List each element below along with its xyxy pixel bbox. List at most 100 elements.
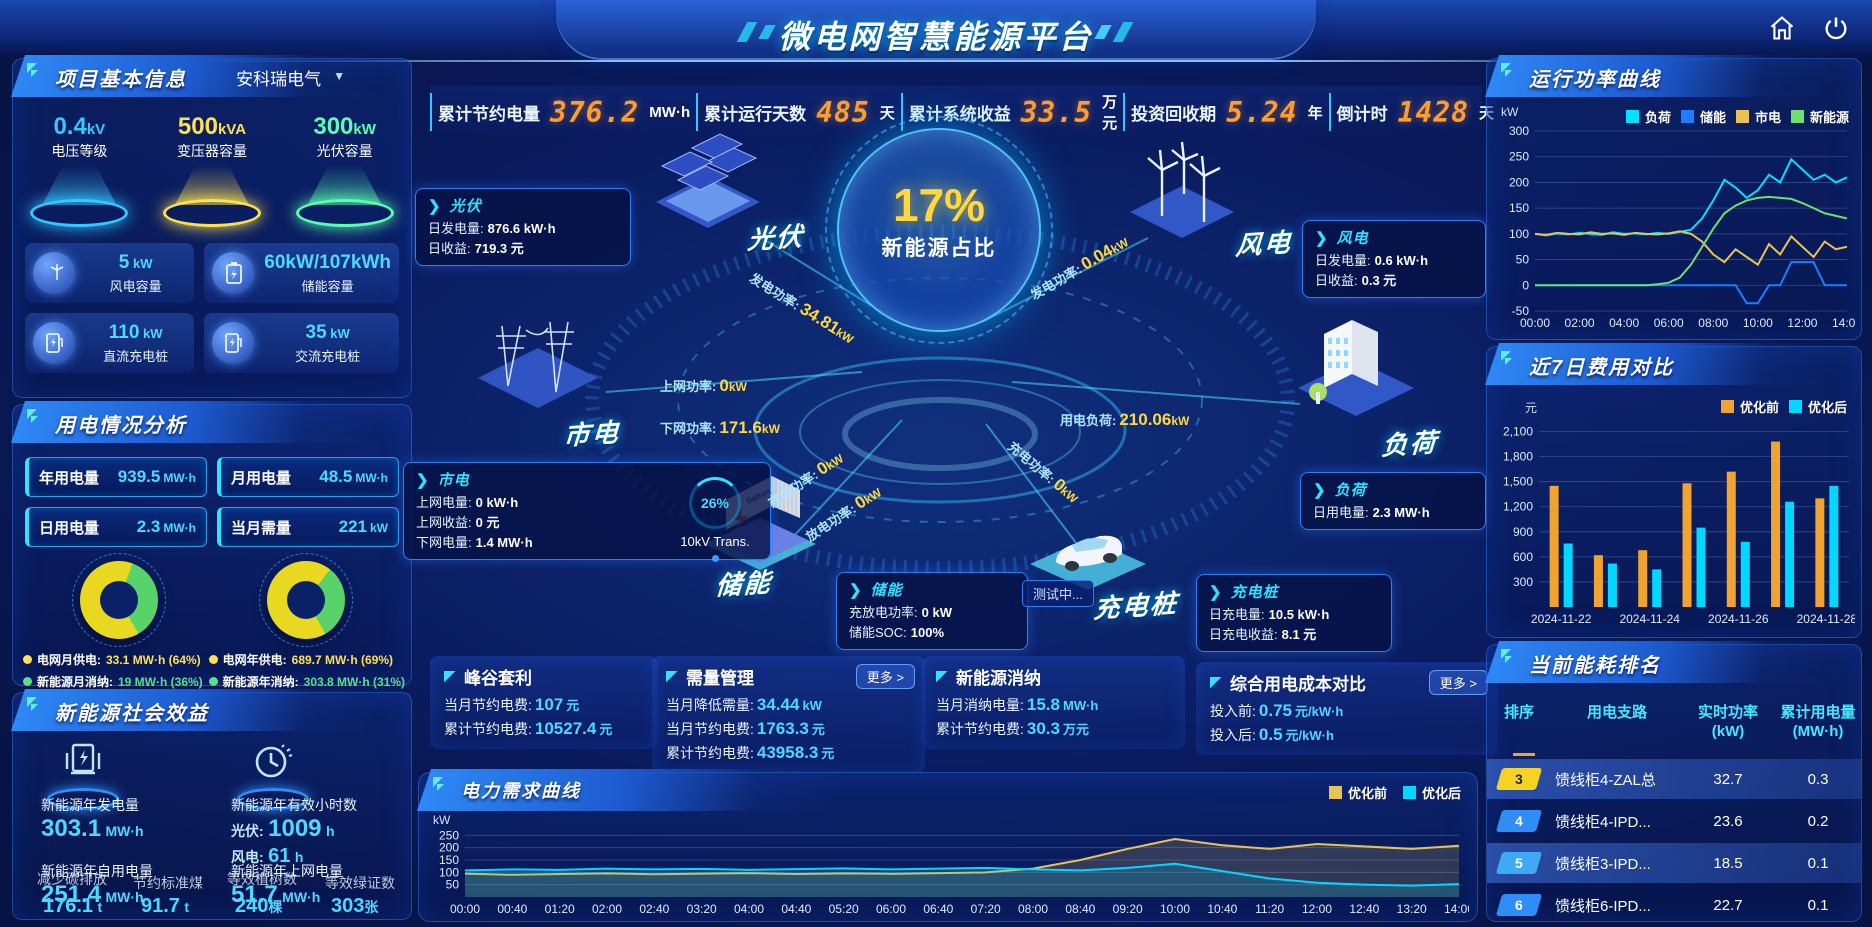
grid-info-box: ❯ 市电 上网电量: 0 kW·h 上网收益: 0 元下网电量: 1.4 MW·h 26% 1… (403, 462, 771, 562)
more-button[interactable]: 更多 > (1428, 670, 1488, 695)
cost-legend: 优化前 优化后 (1720, 397, 1847, 416)
cost-chart: 2,100 1,800 1,500 1,200 900 600 300 2024-11-22 2… (1491, 413, 1857, 629)
capacity-card: 35 kW 交流充电桩 (204, 313, 399, 373)
panel-corner-icon (666, 670, 678, 683)
mini-panel-2: 需量管理 当月降低需量: 34.44 kW 当月节约电费: 1763.3 元累计节约电费: 4… (652, 656, 925, 773)
svg-text:1,500: 1,500 (1503, 475, 1533, 489)
panel-power-header: 运行功率曲线 (1485, 55, 1837, 97)
home-icon[interactable] (1768, 14, 1796, 42)
panel-usage-title: 用电情况分析 (55, 415, 187, 437)
wind-info-box: ❯ 风电 日发电量: 0.6 kW·h 日收益: 0.3 元 (1302, 220, 1486, 298)
svg-text:00:00: 00:00 (450, 902, 480, 916)
testing-tag: 测试中... (1022, 580, 1094, 607)
svg-text:2024-11-28: 2024-11-28 (1797, 612, 1855, 626)
wind-turbine-icon (33, 252, 75, 294)
ranking-header-cell: 用电支路 (1586, 704, 1647, 721)
svg-text:300: 300 (1509, 124, 1529, 138)
svg-text:08:00: 08:00 (1018, 902, 1048, 916)
panel-cost-header: 近7日费用对比 (1485, 343, 1837, 385)
legend-item: 优化前 (1720, 397, 1779, 416)
company-select[interactable]: 安科瑞电气 (236, 70, 322, 89)
demand-unit: kW (433, 813, 451, 827)
header-divider (120, 60, 1752, 62)
svg-text:300: 300 (1513, 575, 1533, 589)
table-row[interactable]: 6 馈线柜6-IPD... 22.7 0.1 (1487, 885, 1861, 919)
legend-item: 优化前 (1328, 783, 1387, 802)
panel-demand-curve: 电力需求曲线 优化前 优化后 kW 250 200 150 100 50 00:00 00:4… (418, 772, 1478, 922)
usage-stat-box: 当月需量 221 kW (217, 507, 399, 547)
ranking-header-cell: 实时功率 (kW) (1697, 704, 1758, 740)
node-glyph (1030, 535, 1146, 590)
panel-project-info: 项目基本信息 安科瑞电气 ▼ 0.4kV 电压等级 500kVA 变压器容量 3… (12, 58, 412, 398)
svg-text:02:40: 02:40 (639, 902, 669, 916)
panel-energy-ranking: 当前能耗排名 排序 用电支路 实时功率 (kW) 累计用电量 (MW·h) 3 馈线柜4-… (1486, 644, 1862, 922)
pv-info-box: ❯ 光伏 日发电量: 876.6 kW·h 日收益: 719.3 元 (415, 188, 631, 266)
legend-item: 新能源月消纳: 19 MW·h (36%) (23, 673, 209, 690)
load-info-box: ❯ 负荷 日用电量: 2.3 MW·h (1300, 472, 1486, 530)
svg-text:900: 900 (1513, 525, 1533, 539)
social-stat: 新能源年自用电量 (41, 863, 153, 879)
power-unit: kW (1501, 105, 1519, 119)
svg-text:600: 600 (1513, 550, 1533, 564)
chevron-down-icon[interactable]: ▼ (333, 69, 346, 83)
svg-text:2024-11-22: 2024-11-22 (1531, 612, 1592, 626)
legend-item: 优化后 (1402, 783, 1461, 802)
transformer-load-pct: 26% (689, 477, 741, 529)
social-stat: 240棵 (235, 895, 283, 917)
legend-item: 优化后 (1788, 397, 1847, 416)
demand-chart: 250 200 150 100 50 00:00 00:40 01:20 02:00 02:40 0… (425, 817, 1474, 917)
table-row[interactable]: 5 馈线柜3-IPD... 18.5 0.1 (1487, 843, 1861, 883)
panel-social-title: 新能源社会效益 (55, 703, 209, 725)
social-hours-wind: 风电: 61 h (231, 845, 304, 867)
node-label: 充电桩 (1092, 588, 1180, 624)
kpi-value: 376.2 (550, 95, 640, 129)
svg-text:13:20: 13:20 (1397, 902, 1427, 916)
kpi-value: 1428 (1397, 95, 1470, 129)
svg-text:200: 200 (439, 841, 459, 855)
solar-power-icon (65, 743, 101, 775)
mini-panel-4: 综合用电成本对比 投入前: 0.75 元/kW·h 投入后: 0.5 元/kW·h 更多 > (1196, 662, 1498, 755)
capacity-card: 60kW/107kWh 储能容量 (204, 243, 399, 303)
cost-unit: 元 (1525, 401, 1538, 415)
svg-text:2024-11-24: 2024-11-24 (1619, 612, 1680, 626)
ranking-header-cell: 累计用电量 (MW·h) (1780, 704, 1856, 740)
panel-demand-header: 电力需求曲线 (417, 769, 847, 811)
capacity-card: 110 kW 直流充电桩 (25, 313, 195, 373)
svg-text:250: 250 (439, 828, 459, 842)
kpi-unit: MW·h (649, 103, 691, 121)
kpi-item: 投资回收期 5.24 年 (1123, 93, 1328, 131)
more-button[interactable]: 更多 > (855, 664, 915, 689)
flow-label: 上网功率: 0kW (660, 376, 747, 395)
node-label: 储能 (714, 567, 774, 601)
panel-ranking-header: 当前能耗排名 (1485, 641, 1837, 683)
legend-item: 电网年供电: 689.7 MW·h (69%) (208, 651, 405, 668)
node-label: 风电 (1234, 227, 1294, 261)
social-stat: 等效植树数 (227, 871, 297, 887)
table-row[interactable]: 4 馈线柜4-IPD... 23.6 0.2 (1487, 801, 1861, 841)
panel-corner-icon (936, 670, 948, 683)
clock-icon (255, 744, 293, 778)
panel-project-title: 项目基本信息 (55, 69, 187, 91)
svg-text:1,200: 1,200 (1503, 500, 1533, 514)
kpi-item: 累计运行天数 485 天 (696, 93, 901, 131)
svg-text:14:00: 14:00 (1444, 902, 1469, 916)
social-hours-label: 新能源年有效小时数 (231, 797, 357, 813)
power-icon[interactable] (1822, 14, 1850, 42)
legend-item: 负荷 (1625, 107, 1671, 126)
social-hours-pv: 光伏: 1009 h (231, 815, 335, 842)
social-stat: 176.1 t (43, 895, 103, 917)
svg-text:250: 250 (1509, 150, 1529, 164)
panel-ranking-title: 当前能耗排名 (1529, 655, 1661, 677)
svg-text:07:20: 07:20 (971, 902, 1001, 916)
ranking-header-row: 排序 用电支路 实时功率 (kW) 累计用电量 (MW·h) (1487, 703, 1861, 741)
social-gen-label: 新能源年发电量 (41, 797, 139, 813)
svg-text:10:00: 10:00 (1743, 316, 1773, 330)
svg-text:100: 100 (1509, 227, 1529, 241)
usage-donuts (25, 553, 399, 647)
panel-social-benefit: 新能源社会效益 新能源年发电量 303.1 MW·h 新能源年有效小时数 光伏: 10… (12, 692, 412, 920)
flow-label: 下网功率: 171.6kW (660, 418, 780, 437)
capacity-cones: 0.4kV 电压等级 500kVA 变压器容量 300kW 光伏容量 (13, 113, 411, 231)
kpi-unit: 天 (879, 104, 895, 122)
table-row[interactable]: 3 馈线柜4-ZAL总 32.7 0.3 (1487, 759, 1861, 799)
